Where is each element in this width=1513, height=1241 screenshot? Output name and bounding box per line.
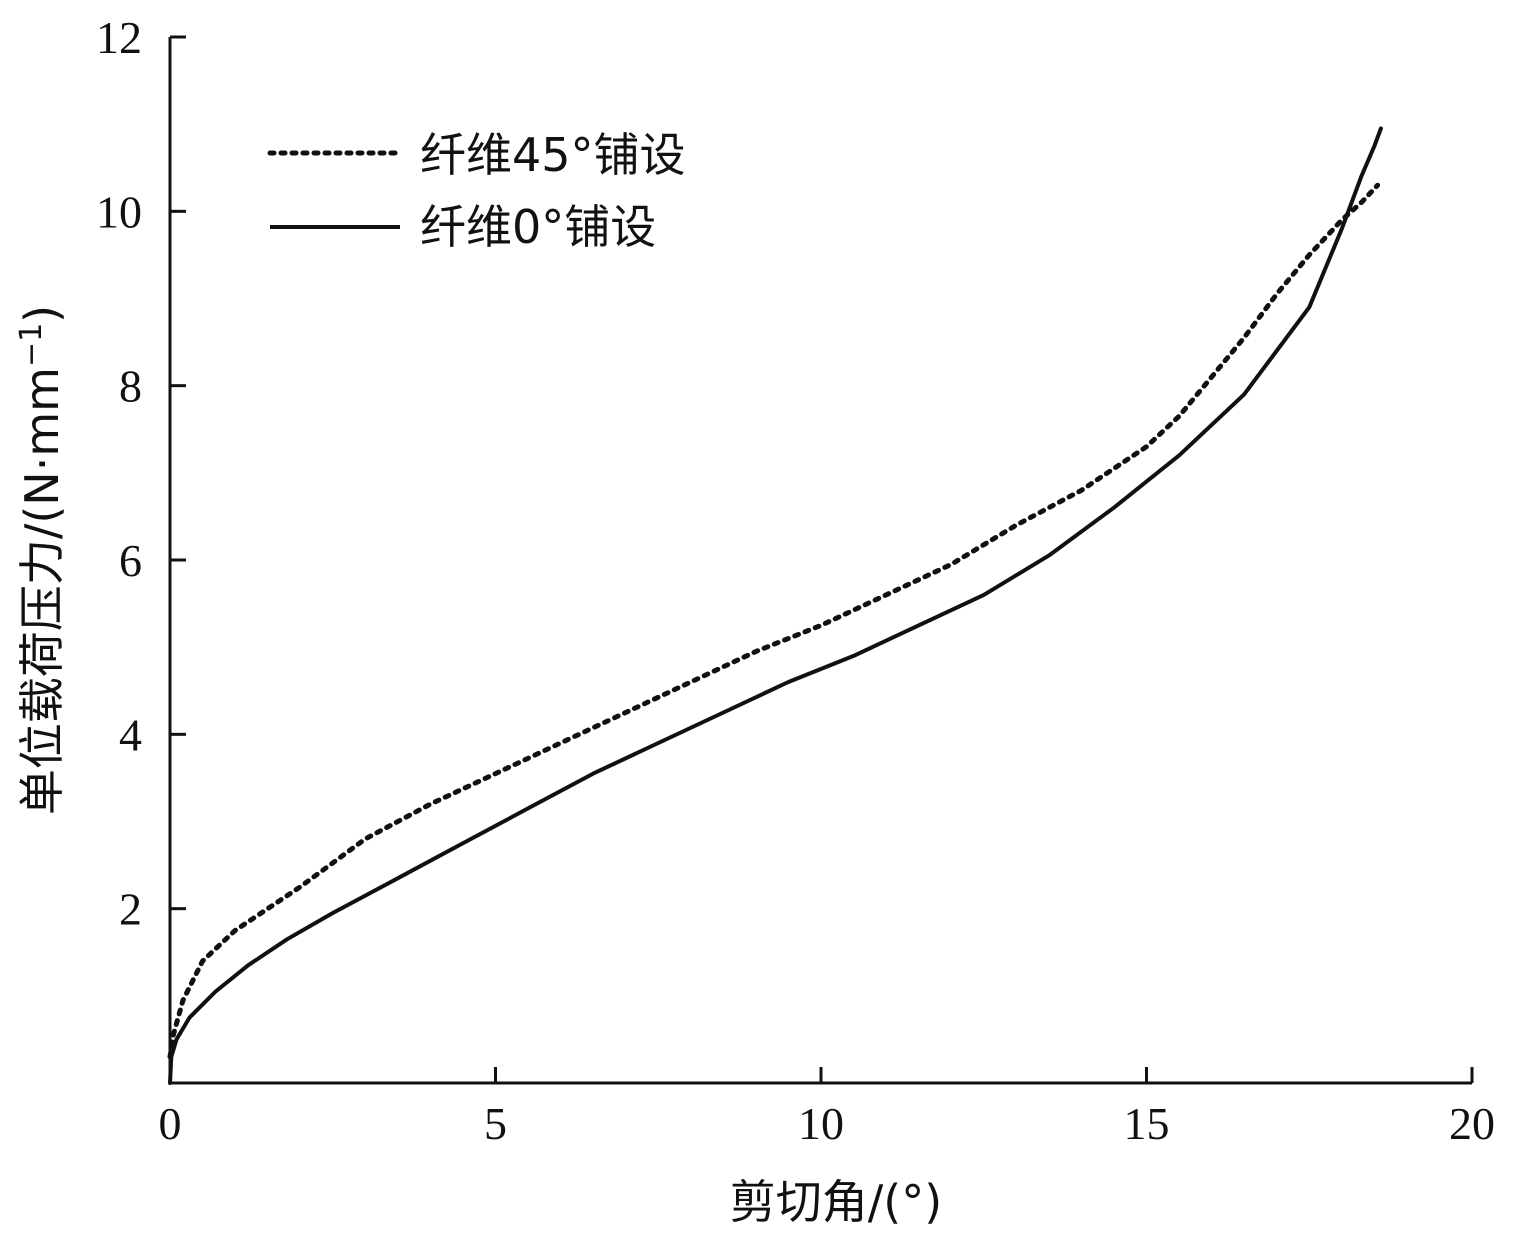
y-tick-label: 8: [119, 361, 142, 412]
x-tick-label: 5: [484, 1098, 507, 1149]
series-layer: [167, 126, 1383, 1085]
y-tick-label: 4: [119, 709, 142, 760]
legend-label-0deg: 纤维0°铺设: [420, 200, 656, 254]
x-tick-label: 15: [1124, 1098, 1170, 1149]
series-line-0deg: [168, 126, 1383, 1085]
y-axis-title-main: 单位载荷压力/(N·mm: [15, 367, 69, 815]
x-tick-label: 20: [1449, 1098, 1495, 1149]
y-axis-title: 单位载荷压力/(N·mm−1): [14, 305, 70, 815]
x-tick-label: 10: [798, 1098, 844, 1149]
axes: [168, 37, 1472, 1085]
legend: 纤维45°铺设 纤维0°铺设: [267, 128, 686, 254]
x-tick-label: 0: [159, 1098, 182, 1149]
x-axis-title: 剪切角/(°): [730, 1175, 942, 1229]
y-axis-title-group: 单位载荷压力/(N·mm−1): [14, 305, 70, 815]
ticks: 0 5 10 15 20 2 4 6 8 10 12: [96, 12, 1495, 1149]
series-line-45deg: [167, 182, 1381, 1060]
y-tick-label: 12: [96, 12, 142, 63]
y-axis-title-sup: −1: [14, 323, 49, 367]
y-axis-title-end: ): [15, 305, 69, 323]
y-tick-label: 2: [119, 884, 142, 935]
y-tick-label: 6: [119, 535, 142, 586]
y-tick-label: 10: [96, 186, 142, 237]
legend-label-45deg: 纤维45°铺设: [420, 128, 686, 182]
